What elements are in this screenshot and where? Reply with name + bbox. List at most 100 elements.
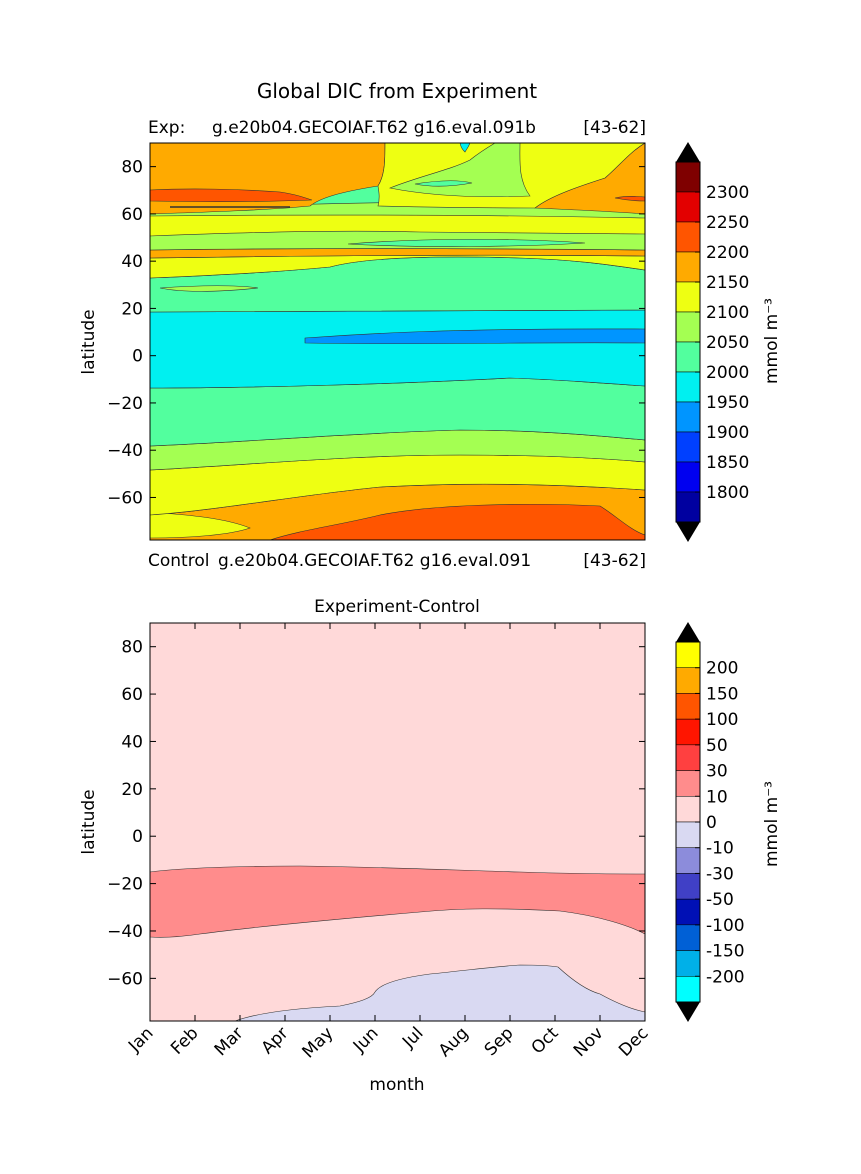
top-colorbar-tick-label: 2000 [706,363,749,383]
bottom-colorbar-swatch [675,847,701,874]
bottom-xtick-label: Mar [211,1023,248,1060]
bottom-ytick-label: 20 [121,780,143,800]
bottom-xtick-label: Feb [167,1023,202,1058]
bottom-colorbar-swatch [675,641,701,668]
bottom-band-negative-0-10 [234,964,645,1021]
top-colorbar-swatch [675,401,701,433]
top-colorbar-swatch [675,281,701,313]
top-band-green-arctic [414,180,473,187]
bottom-xtick-label: Dec [615,1023,652,1060]
bottom-y-ticks: 80 60 40 20 0 −20 −40 −60 [107,638,645,989]
bottom-colorbar-tick-label: 30 [706,762,728,782]
bottom-xtick-label: Jun [349,1023,383,1057]
bottom-xtick-label: May [299,1023,338,1062]
bottom-xtick-label: Sep [481,1023,518,1060]
top-ytick-label: 20 [121,299,143,319]
top-colorbar-swatch [675,341,701,373]
bottom-colorbar-label: mmol m⁻³ [762,781,782,867]
top-y-axis-label: latitude [79,309,99,374]
top-band-cyan-arctic [459,143,471,153]
top-colorbar-extend-max [676,142,700,162]
bottom-ytick-label: −60 [107,969,143,989]
bottom-subtitle-years: [43-62] [583,551,646,571]
bottom-colorbar-swatch [675,821,701,848]
top-subtitle-exp-label: Exp: [148,118,185,138]
top-ytick-label: 60 [121,205,143,225]
bottom-colorbar-tick-label: 0 [706,813,717,833]
bottom-colorbar-tick-label: -200 [706,967,745,987]
top-colorbar-swatch [675,311,701,343]
bottom-colorbar-tick-label: -10 [706,839,734,859]
bottom-xtick-label: Jul [398,1023,427,1052]
bottom-colorbar-tick-label: -100 [706,916,745,936]
bottom-xtick-label: Nov [570,1023,608,1061]
bottom-colorbar-swatch [675,924,701,951]
bottom-band-positive-10-30 [150,865,645,938]
bottom-colorbar-swatch [675,718,701,746]
bottom-x-axis-label: month [369,1075,424,1095]
top-colorbar-swatch [675,251,701,283]
top-ytick-label: 80 [121,158,143,178]
top-colorbar-tick-label: 2100 [706,303,749,323]
top-ytick-label: 0 [132,347,143,367]
top-band-cyan-tropics [150,309,645,389]
top-colorbar-tick-label: 1850 [706,453,749,473]
top-colorbar-tick-label: 2150 [706,273,749,293]
top-colorbar-label: mmol m⁻³ [762,298,782,384]
bottom-colorbar-swatch [675,796,701,823]
top-band-yellow-south-left [150,511,251,539]
top-colorbar-tick-label: 1800 [706,483,749,503]
top-band-redorange-arctic-right [614,196,645,202]
bottom-ytick-label: −40 [107,922,143,942]
bottom-colorbar-swatch [675,873,701,900]
top-colorbar-tick-label: 2200 [706,243,749,263]
bottom-subtitle-run: g.e20b04.GECOIAF.T62 g16.eval.091 [218,551,531,571]
top-subtitle-years: [43-62] [583,118,646,138]
top-band-lightgreen-small [159,285,259,292]
figure-title: Global DIC from Experiment [257,79,537,103]
bottom-colorbar-tick-label: 10 [706,787,728,807]
top-ytick-label: −60 [107,488,143,508]
top-colorbar-swatch [675,491,701,523]
top-axes-frame [149,142,646,541]
top-colorbar: 2300 2250 2200 2150 2100 2050 2000 1950 1900 1850… [675,142,749,542]
top-subtitle-run: g.e20b04.GECOIAF.T62 g16.eval.091b [212,118,536,138]
bottom-colorbar-extend-min [676,1002,700,1022]
bottom-colorbar-tick-label: 50 [706,736,728,756]
top-band-green-nh-strip [347,239,586,247]
bottom-colorbar-swatch [675,693,701,720]
top-colorbar-swatch [675,461,701,493]
bottom-y-axis-label: latitude [79,789,99,854]
top-contour-field [150,143,645,540]
bottom-colorbar-swatch [675,898,701,926]
bottom-colorbar-swatch [675,950,701,977]
bottom-ytick-label: 80 [121,638,143,658]
bottom-colorbar-swatch [675,770,701,797]
bottom-axes-frame [149,622,646,1022]
bottom-subtitle-control-label: Control [148,551,209,571]
top-band-redorange-south [269,503,645,540]
bottom-ytick-label: 0 [132,827,143,847]
bottom-contour-field [150,623,645,1021]
bottom-xtick-label: Oct [528,1023,563,1058]
bottom-colorbar-tick-label: 150 [706,684,738,704]
top-colorbar-swatch [675,221,701,253]
bottom-colorbar-tick-label: -50 [706,890,734,910]
top-ytick-label: 40 [121,252,143,272]
top-colorbar-swatch [675,431,701,463]
bottom-colorbar-swatch [675,976,701,1003]
top-colorbar-tick-label: 1900 [706,423,749,443]
top-band-blue-equator [304,328,645,345]
bottom-colorbar-tick-label: 100 [706,710,738,730]
bottom-field-background [150,623,645,1021]
bottom-colorbar-tick-label: -150 [706,942,745,962]
top-colorbar-tick-label: 2050 [706,333,749,353]
bottom-panel-title: Experiment-Control [314,597,480,617]
top-colorbar-tick-label: 2250 [706,213,749,233]
bottom-colorbar-extend-max [676,622,700,642]
top-colorbar-swatch [675,371,701,403]
top-band-yellow-nh-b [150,214,645,237]
bottom-colorbar-tick-label: 200 [706,659,738,679]
bottom-colorbar-tick-label: -30 [706,864,734,884]
